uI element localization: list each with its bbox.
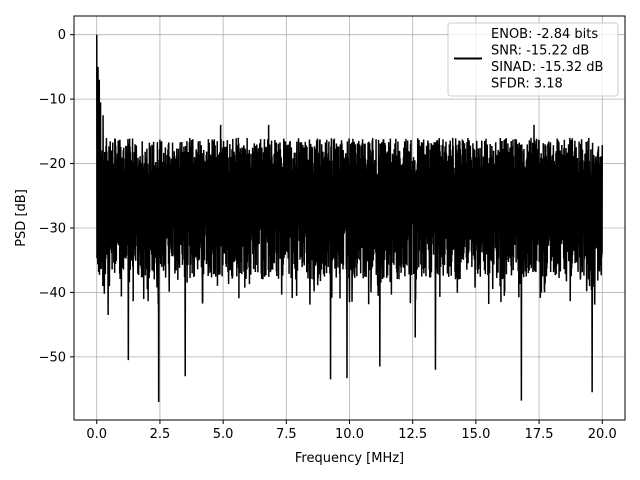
x-tick-label: 17.5: [525, 427, 554, 442]
x-tick-label: 15.0: [461, 427, 490, 442]
legend-entry-snr: SNR: -15.22 dB: [491, 44, 589, 59]
y-tick-label: 0: [58, 28, 66, 43]
y-tick-label: −40: [39, 286, 66, 301]
psd-series-line: [96, 34, 603, 402]
y-axis-label: PSD [dB]: [14, 189, 29, 247]
y-tick-label: −50: [39, 350, 66, 365]
y-tick-label: −30: [39, 221, 66, 236]
x-axis-label: Frequency [MHz]: [295, 451, 404, 466]
y-axis-ticks: 0 −10 −20 −30 −40 −50: [39, 28, 74, 365]
legend-entry-sfdr: SFDR: 3.18: [491, 77, 563, 92]
x-tick-label: 10.0: [335, 427, 364, 442]
y-tick-label: −10: [39, 93, 66, 108]
legend-entry-enob: ENOB: -2.84 bits: [491, 27, 598, 42]
x-tick-label: 0.0: [86, 427, 107, 442]
x-tick-label: 20.0: [588, 427, 617, 442]
x-axis-ticks: 0.0 2.5 5.0 7.5 10.0 12.5 15.0 17.5 20.0: [86, 420, 617, 442]
x-tick-label: 2.5: [150, 427, 171, 442]
y-tick-label: −20: [39, 157, 66, 172]
legend-entry-sinad: SINAD: -15.32 dB: [491, 60, 603, 75]
x-tick-label: 7.5: [276, 427, 297, 442]
series-layer: [96, 34, 603, 402]
legend-box: [447, 22, 619, 97]
x-tick-label: 5.0: [213, 427, 234, 442]
x-tick-label: 12.5: [398, 427, 427, 442]
legend: ENOB: -2.84 bits SNR: -15.22 dB SINAD: -…: [447, 22, 619, 97]
